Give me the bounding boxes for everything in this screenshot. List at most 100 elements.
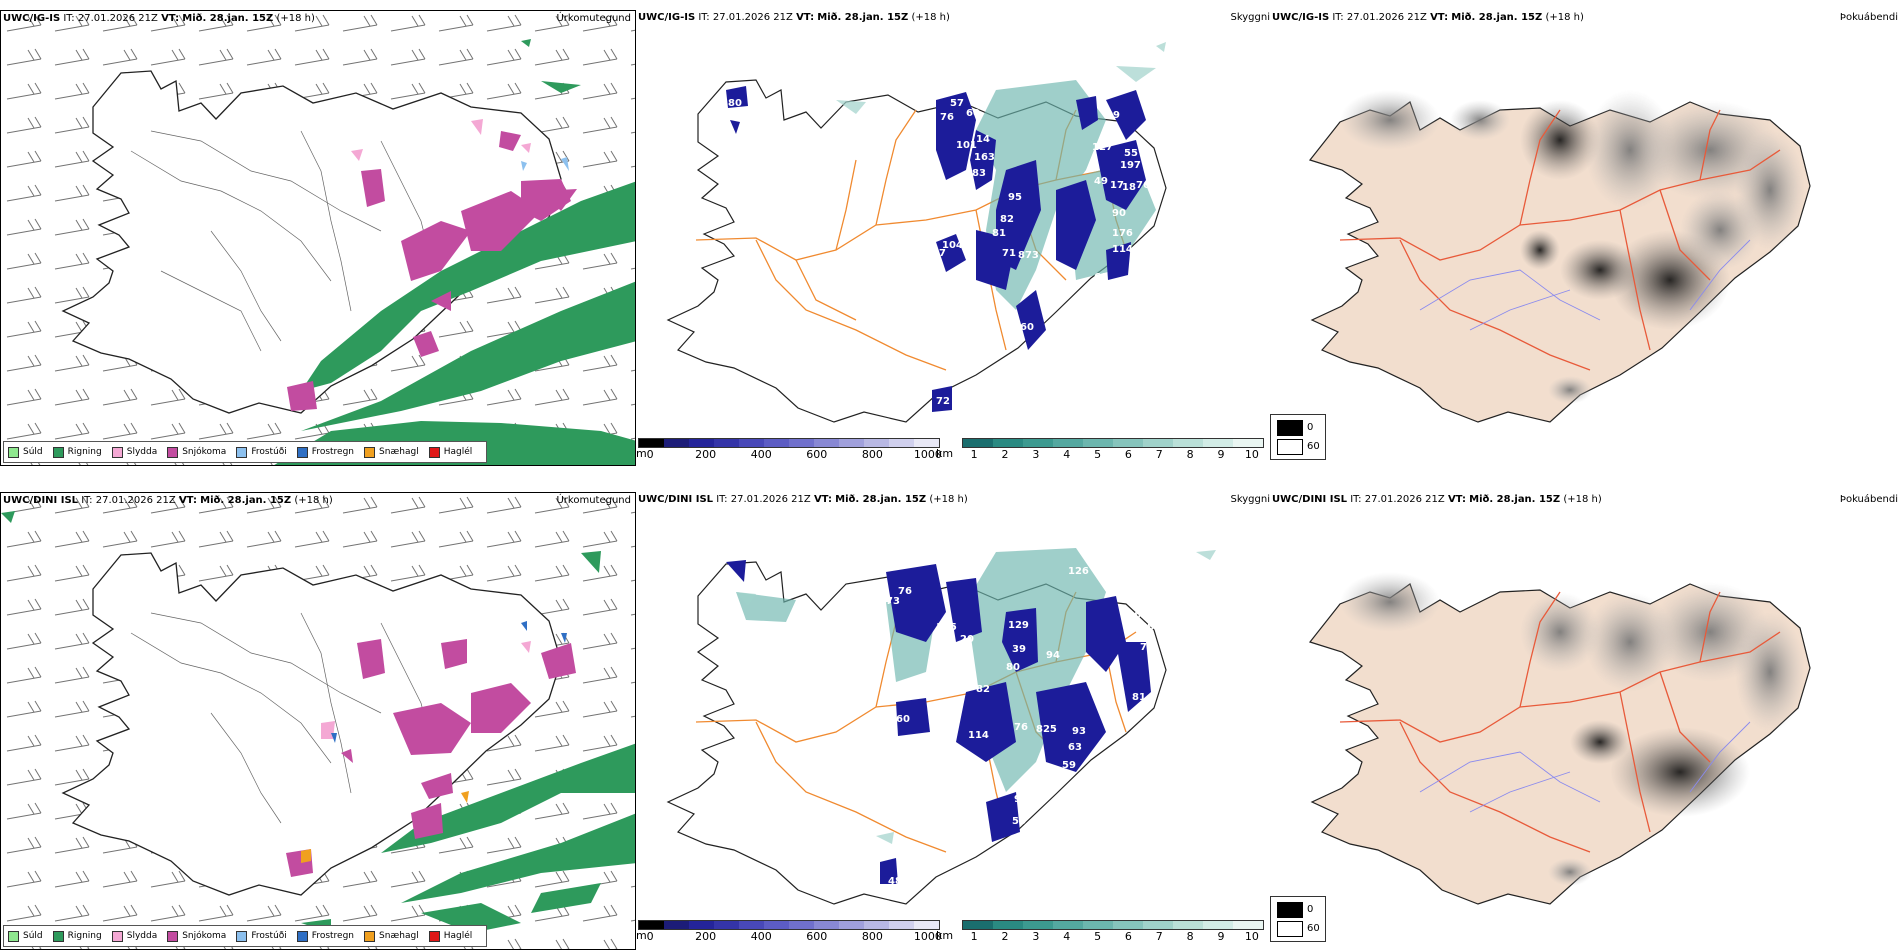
visibility-label: 89 [1106, 110, 1120, 121]
visibility-label: 94 [1014, 794, 1028, 805]
legend-item: Frostregn [296, 930, 354, 942]
legend-label: Haglél [443, 447, 473, 457]
legend-label: Slydda [126, 447, 158, 457]
visibility-label: 80 [1006, 662, 1020, 673]
legend-label: Snjókoma [182, 447, 227, 457]
legend-label: Slydda [126, 931, 158, 941]
legend-label: Rigning [67, 447, 102, 457]
lead-time: (+18 h) [1563, 494, 1602, 505]
legend-swatch [8, 446, 19, 458]
model-name: UWC/IG-IS [638, 12, 696, 23]
valid-time: Mið. 28.jan. 15Z [1451, 12, 1543, 23]
visibility-label: 63 [1068, 742, 1082, 753]
colorbar-ticks: 1 2 3 4 5 6 7 8 9 10 [962, 930, 1264, 943]
visibility-label: 69 [1094, 272, 1108, 283]
fog-legend: 0 60 [1270, 896, 1326, 942]
init-time: IT: 27.01.2026 21Z [81, 495, 176, 506]
visibility-label: 82 [976, 684, 990, 695]
colorbar-segment [739, 921, 764, 929]
legend-item: Frostúði [236, 446, 287, 458]
visibility-label: 114 [968, 730, 989, 741]
visibility-label: 55 [1124, 148, 1138, 159]
legend-item: Haglél [428, 930, 473, 942]
colorbar-ticks: 1 2 3 4 5 6 7 8 9 10 [962, 448, 1264, 461]
valid-time: Mið. 28.jan. 15Z [835, 494, 927, 505]
visibility-label: 39 [1012, 644, 1026, 655]
legend-label: Haglél [443, 931, 473, 941]
legend-swatch [52, 930, 64, 942]
colorbar-tick-label: 200 [695, 930, 717, 943]
precip-map [1, 493, 635, 949]
valid-time: Mið. 28.jan. 15Z [182, 13, 274, 24]
fog-legend-white [1277, 921, 1303, 937]
colorbar-tick-label: 3 [1032, 448, 1040, 461]
colorbar-segment [839, 921, 864, 929]
colorbar-bars [962, 438, 1264, 448]
colorbar-tick-label: 0 [646, 448, 654, 461]
visibility-label: 71 [1002, 248, 1016, 259]
panel-header: UWC/DINI ISL IT: 27.01.2026 21Z VT: Mið.… [1272, 494, 1602, 505]
colorbar-segment [739, 439, 764, 447]
panel-title: Úrkomutegund [556, 495, 631, 506]
colorbar-segment [993, 921, 1023, 929]
legend-swatch [428, 446, 440, 458]
valid-time: Mið. 28.jan. 15Z [200, 495, 292, 506]
colorbar-segment [1143, 921, 1173, 929]
colorbar-segment [993, 439, 1023, 447]
panel-title: Þokuábendi [1839, 494, 1898, 505]
fog-legend-black [1277, 902, 1303, 918]
valid-time: Mið. 28.jan. 15Z [817, 12, 909, 23]
legend-label: Súld [23, 931, 43, 941]
visibility-label: 73 [886, 596, 900, 607]
colorbar-km: 1 2 3 4 5 6 7 8 9 10 km [936, 438, 1264, 461]
visibility-label: 68 [1140, 622, 1154, 633]
legend-item: Haglél [428, 446, 473, 458]
init-time: IT: 27.01.2026 21Z [63, 13, 158, 24]
lead-time: (+18 h) [1545, 12, 1584, 23]
colorbar-segment [889, 921, 914, 929]
colorbar-segment [689, 921, 714, 929]
panel-header: UWC/IG-IS IT: 27.01.2026 21Z VT: Mið. 28… [1272, 12, 1584, 23]
colorbar-tick-label: 400 [750, 448, 772, 461]
iceland-outline [61, 552, 562, 896]
visibility-label: 14 [976, 134, 990, 145]
visibility-label: 104 [942, 240, 963, 251]
fog-legend-white-label: 60 [1307, 923, 1320, 934]
colorbar-segment [914, 921, 939, 929]
colorbar-tick-label: 600 [806, 930, 828, 943]
colorbar-segment [639, 921, 664, 929]
legend-item: Slydda [111, 930, 158, 942]
colorbar-ticks: 0 200 400 600 800 1000 [638, 930, 942, 943]
init-time: IT: 27.01.2026 21Z [698, 12, 793, 23]
visibility-label: 77 [932, 248, 946, 259]
colorbar-segment [789, 439, 814, 447]
colorbar-segment [1113, 921, 1143, 929]
visibility-label: 129 [1008, 620, 1029, 631]
visibility-label: 80 [728, 98, 742, 109]
colorbar-segment [1113, 439, 1143, 447]
visibility-label: 114 [1112, 244, 1133, 255]
colorbar-tick-label: 2 [1001, 448, 1009, 461]
legend-item: Snæhagl [364, 446, 419, 458]
legend-label: Snjókoma [182, 931, 227, 941]
colorbar-segment [1203, 439, 1233, 447]
visibility-panel-bottom: UWC/DINI ISL IT: 27.01.2026 21Z VT: Mið.… [636, 492, 1270, 950]
fog-legend-black-label: 0 [1307, 904, 1314, 915]
visibility-label: 163 [974, 152, 995, 163]
legend-label: Frostúði [251, 447, 287, 457]
fog-panel-bottom: UWC/DINI ISL IT: 27.01.2026 21Z VT: Mið.… [1270, 492, 1900, 950]
visibility-label: 95 [1008, 192, 1022, 203]
colorbar-segment [714, 439, 739, 447]
legend-label: Rigning [67, 931, 102, 941]
legend-item: Frostúði [236, 930, 287, 942]
visibility-label: 94 [1046, 650, 1060, 661]
colorbar-tick-label: 7 [1155, 448, 1163, 461]
fog-map [1308, 90, 1811, 423]
panel-header: UWC/IG-IS IT: 27.01.2026 21Z VT: Mið. 28… [638, 12, 950, 23]
colorbar-segment [1143, 439, 1173, 447]
legend-swatch [8, 930, 19, 942]
legend-swatch [167, 446, 179, 458]
precip-map [1, 11, 635, 465]
colorbar-tick-label: 400 [750, 930, 772, 943]
